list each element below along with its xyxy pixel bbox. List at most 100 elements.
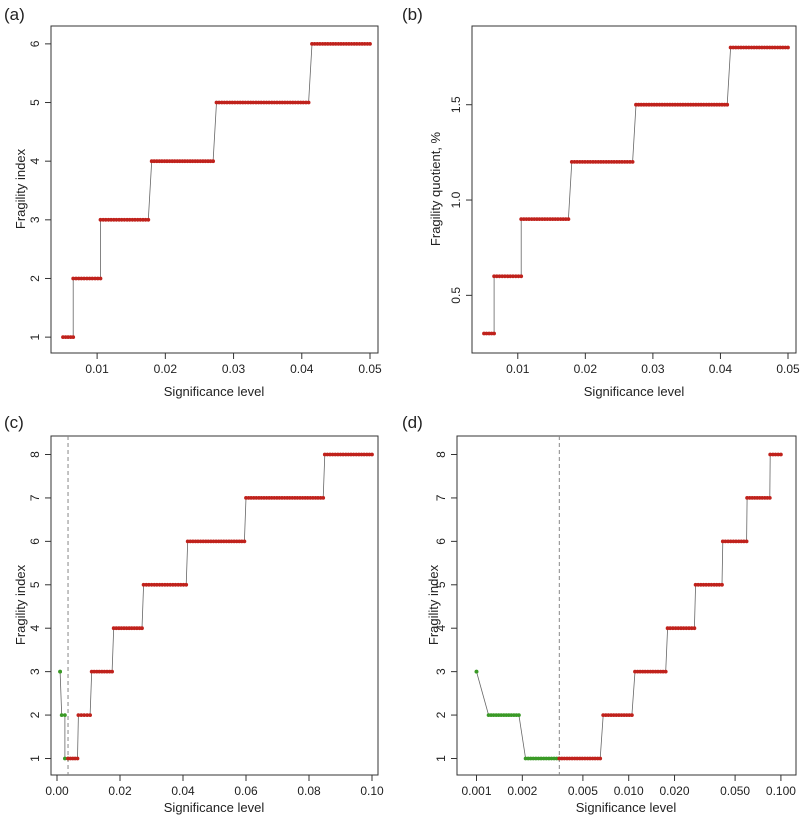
x-tick-label-a-0: 0.01 [85, 362, 109, 376]
x-tick-label-a-4: 0.05 [358, 362, 382, 376]
point-c-forward-6-30 [321, 496, 326, 500]
point-d-forward-4-2 [699, 582, 703, 587]
point-c-forward-6-11 [272, 496, 277, 500]
point-b-quotient-1-4 [503, 274, 507, 279]
point-a-fragility-4-29 [290, 100, 295, 105]
point-a-fragility-4-11 [243, 100, 248, 105]
point-a-fragility-5-9 [333, 42, 338, 46]
point-c-forward-6-2 [249, 496, 254, 500]
point-c-forward-7-4 [333, 452, 338, 457]
point-b-quotient-3-5 [583, 160, 587, 164]
point-b-quotient-4-15 [673, 102, 677, 107]
point-c-forward-6-29 [318, 496, 323, 500]
point-c-forward-5-17 [229, 539, 234, 544]
point-d-forward-7-2 [773, 452, 778, 457]
point-a-fragility-3-9 [172, 159, 177, 164]
x-tick-label-d-1: 0.002 [507, 784, 537, 798]
point-b-quotient-2-4 [529, 217, 534, 222]
point-c-forward-4-11 [171, 582, 175, 587]
point-c-forward-2-1 [92, 669, 97, 674]
point-a-fragility-5-10 [336, 42, 341, 46]
point-c-reverse-2-0 [63, 756, 67, 761]
point-c-forward-7-7 [341, 452, 345, 457]
point-c-forward-3-0 [111, 626, 116, 631]
point-b-quotient-2-1 [521, 217, 526, 222]
point-d-reverse-2-3 [531, 756, 536, 761]
point-b-quotient-3-4 [580, 160, 585, 164]
point-d-forward-2-0 [633, 669, 637, 674]
point-a-fragility-5-5 [323, 42, 328, 46]
point-d-forward-4-8 [714, 582, 719, 587]
point-c-forward-4-2 [147, 582, 151, 587]
point-a-fragility-5-12 [341, 42, 346, 46]
point-c-forward-7-16 [364, 452, 369, 457]
y-axis-title-a: Fragility index [13, 148, 28, 229]
x-tick-label-b-3: 0.04 [709, 362, 733, 376]
point-a-fragility-3-14 [185, 159, 190, 164]
point-c-forward-4-14 [178, 582, 183, 587]
point-b-quotient-4-19 [683, 102, 688, 107]
point-b-quotient-5-0 [728, 45, 733, 50]
point-a-fragility-4-17 [259, 100, 264, 105]
point-c-forward-3-5 [124, 626, 129, 631]
point-b-quotient-3-3 [577, 160, 582, 164]
point-c-forward-5-4 [196, 539, 200, 544]
point-a-fragility-1-5 [85, 276, 89, 281]
point-a-fragility-4-21 [269, 100, 274, 105]
point-a-fragility-1-8 [93, 276, 97, 281]
x-tick-label-b-0: 0.01 [506, 362, 530, 376]
point-c-forward-4-15 [181, 582, 186, 587]
point-b-quotient-0-1 [484, 331, 489, 336]
point-d-reverse-1-2 [491, 713, 496, 717]
point-b-quotient-2-13 [553, 217, 558, 222]
point-b-quotient-0-4 [492, 331, 496, 336]
point-c-forward-5-6 [201, 539, 206, 544]
point-d-forward-1-1 [603, 713, 608, 717]
point-d-forward-0-9 [580, 756, 585, 761]
plot-area-c: 0.00 0.02 0.04 0.06 0.08 0.10 1 2 3 4 5 6 7 8 [28, 436, 384, 798]
point-b-quotient-4-9 [657, 102, 662, 107]
point-d-reverse-1-9 [509, 713, 514, 717]
point-b-quotient-3-8 [591, 160, 595, 164]
point-c-forward-6-25 [308, 496, 313, 500]
point-c-forward-4-1 [144, 582, 149, 587]
point-c-forward-6-10 [269, 496, 274, 500]
point-c-forward-6-28 [316, 496, 320, 500]
point-b-quotient-2-14 [556, 217, 560, 222]
point-a-fragility-4-18 [262, 100, 266, 105]
point-c-forward-6-0 [244, 496, 248, 500]
point-a-fragility-1-0 [71, 276, 76, 281]
step-line-a [63, 43, 370, 338]
x-tick-label-d-6: 0.100 [766, 784, 796, 798]
point-a-fragility-3-6 [165, 159, 169, 164]
point-a-fragility-3-4 [160, 159, 164, 164]
point-a-fragility-2-17 [143, 217, 148, 222]
point-d-forward-2-2 [638, 669, 642, 674]
point-b-quotient-4-31 [714, 102, 719, 107]
point-c-forward-6-7 [262, 496, 266, 500]
point-a-fragility-2-3 [106, 217, 111, 222]
point-d-reverse-1-5 [499, 713, 504, 717]
point-d-forward-1-10 [627, 713, 632, 717]
point-b-quotient-4-26 [701, 102, 706, 107]
point-b-quotient-1-3 [500, 274, 505, 279]
point-b-quotient-2-8 [540, 217, 545, 222]
point-a-fragility-5-17 [354, 42, 359, 46]
point-a-fragility-4-20 [267, 100, 271, 105]
point-a-fragility-5-7 [328, 42, 333, 46]
point-d-forward-5-8 [742, 539, 746, 544]
point-a-fragility-2-9 [122, 217, 127, 222]
point-d-forward-5-5 [734, 539, 738, 544]
point-b-quotient-2-6 [535, 217, 539, 222]
y-tick-label-d-7: 8 [434, 451, 448, 458]
point-d-forward-1-3 [609, 713, 613, 717]
panel-b: (b) Significance level Fragility quotien… [402, 5, 800, 399]
point-a-fragility-4-15 [254, 100, 258, 105]
point-b-quotient-4-3 [641, 102, 646, 107]
point-a-fragility-4-19 [264, 100, 269, 105]
point-d-forward-7-1 [771, 452, 775, 457]
point-b-quotient-4-6 [649, 102, 654, 107]
point-b-quotient-4-0 [634, 102, 638, 107]
point-c-forward-6-6 [259, 496, 264, 500]
point-a-fragility-4-34 [304, 100, 308, 105]
